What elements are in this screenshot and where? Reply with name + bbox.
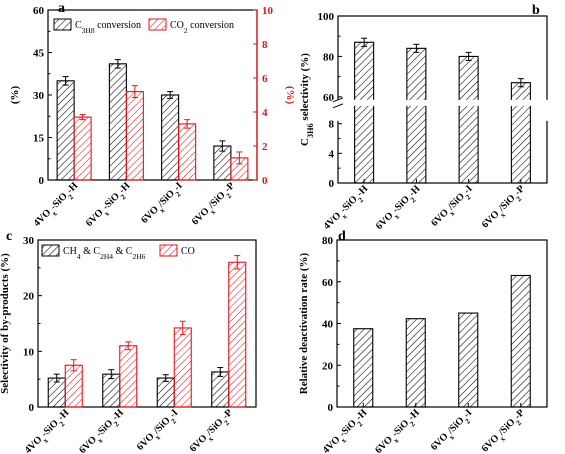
- panel-letter: b: [532, 3, 540, 18]
- panel-letter: d: [338, 229, 346, 244]
- bar: [173, 327, 192, 408]
- bar-break-gap: [353, 99, 375, 106]
- axis-break-mark: [332, 97, 344, 103]
- y2-tick-label: 2: [262, 141, 268, 153]
- bar-break-gap: [458, 99, 480, 106]
- axis-break-mark: [332, 103, 344, 109]
- y-tick-label: 60: [323, 92, 335, 104]
- panel-letter: a: [58, 1, 65, 16]
- bar: [64, 364, 83, 408]
- bar: [125, 91, 144, 181]
- y-tick-label: 15: [33, 133, 45, 145]
- legend-label: CO2 conversion: [170, 20, 234, 35]
- y-axis-label: Relative deactivation rate (%): [298, 252, 310, 394]
- y-tick-label: 20: [23, 291, 35, 303]
- bar: [211, 371, 230, 408]
- bar: [458, 312, 479, 408]
- legend-swatch: [159, 244, 178, 257]
- bar: [119, 345, 138, 408]
- legend-swatch: [41, 244, 60, 257]
- y-tick-label: 30: [33, 90, 45, 102]
- x-category-label: 4VOx-SiO2-H: [32, 180, 83, 231]
- legend-label: CO: [181, 246, 195, 257]
- panel-b: 04860801004VOx-SiO2-H6VOx-SiO2-H6VOx/SiO…: [299, 3, 553, 234]
- bar: [56, 80, 75, 181]
- y2-tick-label: 4: [262, 107, 268, 119]
- x-category-label: 6VOx/SiO2-I: [135, 407, 183, 454]
- y-tick-label: 45: [33, 48, 45, 60]
- y-tick-label: 0: [29, 402, 35, 414]
- x-category-label: 4VOx-SiO2-H: [23, 407, 74, 454]
- panel-c: 0 10 20 30 4VOx-SiO2-H6VOx-SiO2-H6VOx/SiO2-I…: [0, 229, 257, 454]
- bar: [510, 82, 531, 184]
- bar-break-gap: [510, 99, 532, 106]
- x-category-label: 6VOx/SiO2-P: [480, 183, 530, 233]
- y-tick-label: 80: [323, 51, 335, 63]
- legend-label: C3H8 conversion: [75, 20, 141, 35]
- y-axis-label: Selectivity of by-products (%): [0, 253, 11, 394]
- y-tick-label: 0: [39, 175, 45, 187]
- y2-tick-label: 0: [262, 175, 268, 187]
- panel-letter: c: [6, 229, 12, 244]
- bar: [353, 328, 374, 408]
- x-category-label: 6VOx/SiO2-P: [190, 180, 240, 230]
- legend-swatch: [53, 18, 72, 31]
- x-category-label: 4VOx-SiO2-H: [321, 407, 372, 454]
- y-tick-label: 10: [23, 346, 35, 358]
- axis-break-gap: [335, 104, 550, 121]
- legend-label: CH4 & C2H4 & C2H6: [63, 246, 146, 261]
- x-category-label: 4VOx-SiO2-H: [322, 183, 373, 234]
- y-tick-label: 60: [322, 277, 334, 289]
- legend-swatch: [148, 18, 167, 31]
- y-tick-label: 40: [322, 319, 334, 331]
- y2-tick-label: 6: [262, 73, 268, 85]
- bar: [73, 116, 92, 181]
- x-category-label: 6VOx/SiO2-P: [480, 407, 530, 454]
- bar-break-gap: [405, 99, 427, 106]
- bar: [228, 261, 247, 408]
- y2-tick-label: 10: [262, 5, 274, 17]
- x-category-label: 6VOx-SiO2-H: [77, 407, 128, 454]
- bar: [161, 94, 180, 181]
- bar: [510, 274, 531, 408]
- y-axis-label: (%): [9, 86, 21, 105]
- y2-tick-label: 8: [262, 39, 268, 51]
- y-axis-label: C3H6 selectivity (%): [299, 53, 315, 146]
- y-tick-label: 80: [322, 235, 334, 247]
- y-tick-label: 4: [329, 148, 335, 160]
- bar: [156, 377, 175, 408]
- bar: [354, 41, 375, 184]
- x-category-label: 6VOx-SiO2-H: [374, 183, 425, 234]
- y-tick-label: 100: [318, 11, 335, 23]
- axis-break-gap: [332, 99, 553, 106]
- x-category-label: 6VOx/SiO2-I: [139, 180, 187, 228]
- x-category-label: 6VOx/SiO2-P: [188, 407, 238, 454]
- y-tick-label: 20: [322, 360, 334, 372]
- x-category-label: 6VOx/SiO2-I: [429, 183, 477, 231]
- panel-a: 01530456002468104VOx-SiO2-H6VOx-SiO2-H6V…: [9, 1, 296, 231]
- panel-d: 0204060804VOx-SiO2-H6VOx-SiO2-H6VOx/SiO2…: [298, 229, 548, 454]
- x-category-label: 6VOx-SiO2-H: [373, 407, 424, 454]
- y-tick-label: 0: [329, 178, 335, 190]
- x-category-label: 6VOx/SiO2-I: [429, 407, 477, 454]
- y-tick-label: 60: [33, 5, 45, 17]
- y2-axis-label: (%): [284, 86, 296, 105]
- bar: [108, 63, 127, 181]
- bar: [406, 47, 427, 184]
- y-tick-label: 30: [23, 235, 35, 247]
- y-tick-label: 0: [328, 402, 334, 414]
- bar: [458, 55, 479, 184]
- x-category-label: 6VOx-SiO2-H: [84, 180, 135, 231]
- bar: [405, 318, 426, 408]
- bar: [178, 123, 197, 181]
- y-tick-label: 8: [329, 119, 335, 131]
